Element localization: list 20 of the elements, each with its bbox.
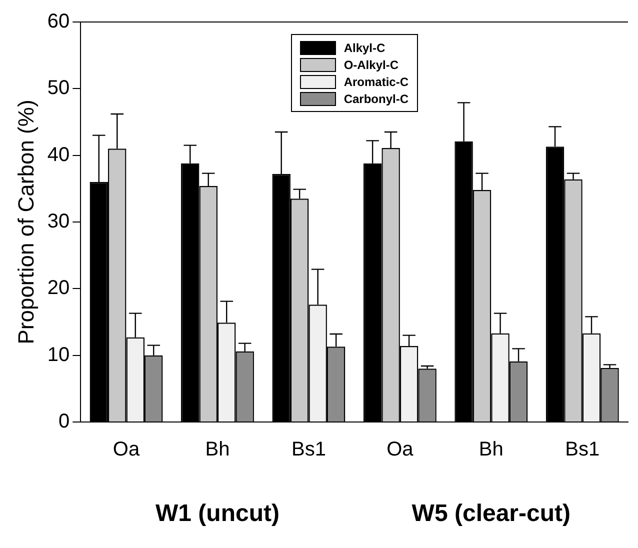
x-tick-label: Bh — [205, 438, 230, 461]
y-tick-label: 30 — [47, 210, 70, 233]
x-tick-label: Bh — [478, 438, 504, 461]
y-tick-label: 40 — [47, 144, 70, 166]
legend-label: Carbonyl-C — [342, 90, 408, 107]
legend-label: Aromatic-C — [342, 74, 408, 90]
text: W1 (uncut) — [155, 500, 280, 528]
y-axis-title: Proportion of Carbon (%) — [13, 100, 38, 344]
y-tick-label: 20 — [47, 277, 70, 300]
x-tick-label: Oa — [112, 438, 140, 461]
x-tick-label: Oa — [386, 438, 414, 461]
y-tick-label: 10 — [47, 344, 70, 366]
legend-label: O-Alkyl-C — [342, 56, 400, 73]
y-tick-label: 0 — [58, 410, 70, 433]
y-tick-label: 50 — [47, 77, 70, 100]
legend-label: Alkyl-C — [342, 40, 386, 56]
text: W5 (clear-cut) — [412, 500, 571, 528]
y-tick-label: 60 — [47, 10, 70, 33]
x-tick-label: Bs1 — [291, 438, 326, 461]
x-tick-label: Bs1 — [565, 438, 600, 461]
